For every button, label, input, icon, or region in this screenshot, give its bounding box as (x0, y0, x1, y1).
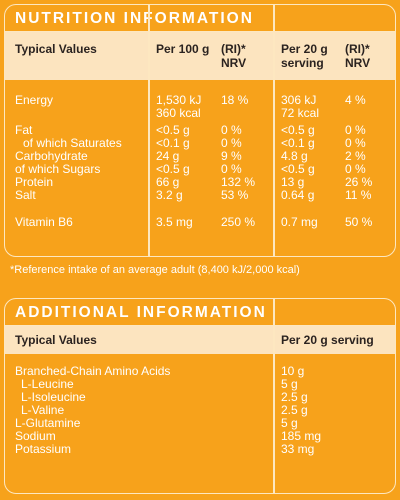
table-row: Vitamin B6 3.5 mg 250 % 0.7 mg 50 % (5, 216, 395, 229)
table-row: 360 kcal 72 kcal (5, 107, 395, 120)
header-ri-100g: (RI)* (221, 42, 246, 56)
row-per20: 72 kcal (281, 106, 320, 120)
row-ri100: 0 % (221, 123, 242, 137)
table-row: Salt 3.2 g 53 % 0.64 g 11 % (5, 189, 395, 202)
column-divider (273, 299, 275, 493)
table-row: of which Sugars <0.5 g 0 % <0.5 g 0 % (5, 163, 395, 176)
additional-information-panel: ADDITIONAL INFORMATION Typical Values Pe… (4, 298, 396, 494)
row-per20: <0.5 g (281, 162, 315, 176)
table-row: L-Leucine 5 g (5, 378, 395, 391)
table-row: Sodium 185 mg (5, 430, 395, 443)
table-row: Protein 66 g 132 % 13 g 26 % (5, 176, 395, 189)
row-ri20: 11 % (345, 188, 372, 202)
row-label: Protein (15, 175, 54, 189)
row-per20: 2.5 g (281, 390, 308, 404)
row-label: of which Saturates (23, 136, 122, 150)
table-row: Carbohydrate 24 g 9 % 4.8 g 2 % (5, 150, 395, 163)
header-per-100g: Per 100 g (156, 42, 210, 56)
row-per20: 5 g (281, 416, 298, 430)
row-per20: 4.8 g (281, 149, 308, 163)
nutrition-header-row: Typical Values Per 100 g (RI)* NRV Per 2… (5, 32, 395, 80)
table-row: Branched-Chain Amino Acids 10 g (5, 365, 395, 378)
row-per20: 306 kJ (281, 93, 317, 107)
row-ri100: 250 % (221, 215, 256, 229)
row-ri20: 26 % (345, 175, 373, 189)
row-ri100: 132 % (221, 175, 256, 189)
table-row: Fat <0.5 g 0 % <0.5 g 0 % (5, 124, 395, 137)
row-per100: 1,530 kJ (156, 93, 202, 107)
row-label: Potassium (15, 442, 72, 456)
row-per20: 33 mg (281, 442, 315, 456)
header-nrv-20g: NRV (345, 56, 371, 70)
row-per100: <0.1 g (156, 136, 190, 150)
row-per100: 24 g (156, 149, 180, 163)
header-per-20g-serving: Per 20 g serving (281, 333, 374, 347)
row-per100: 3.5 mg (156, 215, 193, 229)
row-per20: <0.1 g (281, 136, 315, 150)
row-ri20: 0 % (345, 123, 366, 137)
table-row: L-Valine 2.5 g (5, 404, 395, 417)
row-per20: 0.64 g (281, 188, 315, 202)
row-ri100: 53 % (221, 188, 249, 202)
row-ri100: 0 % (221, 162, 242, 176)
row-per20: 0.7 mg (281, 215, 318, 229)
header-nrv-100g: NRV (221, 56, 247, 70)
row-label: Fat (15, 123, 33, 137)
table-row: L-Isoleucine 2.5 g (5, 391, 395, 404)
reference-intake-footnote: *Reference intake of an average adult (8… (10, 264, 300, 276)
row-label: L-Glutamine (15, 416, 81, 430)
row-per20: <0.5 g (281, 123, 315, 137)
header-typical-values: Typical Values (15, 333, 97, 347)
row-ri20: 2 % (345, 149, 366, 163)
column-divider (148, 5, 150, 256)
header-serving: serving (281, 56, 324, 70)
additional-header-row: Typical Values Per 20 g serving (5, 326, 395, 354)
nutrition-title: NUTRITION INFORMATION (5, 5, 395, 32)
row-per20: 13 g (281, 175, 305, 189)
row-label: Energy (15, 93, 54, 107)
row-label: Vitamin B6 (15, 215, 73, 229)
row-label: Sodium (15, 429, 56, 443)
row-ri20: 4 % (345, 93, 366, 107)
row-ri100: 0 % (221, 136, 242, 150)
nutrition-information-panel: NUTRITION INFORMATION Typical Values Per… (4, 4, 396, 257)
table-row: L-Glutamine 5 g (5, 417, 395, 430)
header-ri-20g: (RI)* (345, 42, 370, 56)
row-label: L-Valine (21, 403, 65, 417)
table-row: Potassium 33 mg (5, 443, 395, 456)
header-typical-values: Typical Values (15, 42, 97, 56)
row-label: of which Sugars (15, 162, 101, 176)
row-label: L-Leucine (21, 377, 74, 391)
row-per20: 10 g (281, 364, 305, 378)
row-label: Branched-Chain Amino Acids (15, 364, 171, 378)
row-per100: <0.5 g (156, 162, 190, 176)
row-label: Salt (15, 188, 36, 202)
row-per20: 5 g (281, 377, 298, 391)
row-ri100: 9 % (221, 149, 242, 163)
row-per100: 360 kcal (156, 106, 201, 120)
header-per-20g: Per 20 g (281, 42, 328, 56)
row-per20: 2.5 g (281, 403, 308, 417)
row-label: L-Isoleucine (21, 390, 86, 404)
row-ri20: 50 % (345, 215, 373, 229)
row-ri100: 18 % (221, 93, 249, 107)
row-per100: 66 g (156, 175, 180, 189)
column-divider (273, 5, 275, 256)
row-label: Carbohydrate (15, 149, 88, 163)
table-row: Energy 1,530 kJ 18 % 306 kJ 4 % (5, 94, 395, 107)
table-row: of which Saturates <0.1 g 0 % <0.1 g 0 % (5, 137, 395, 150)
row-per100: <0.5 g (156, 123, 190, 137)
row-ri20: 0 % (345, 162, 366, 176)
row-per100: 3.2 g (156, 188, 183, 202)
additional-title: ADDITIONAL INFORMATION (5, 299, 395, 326)
row-ri20: 0 % (345, 136, 366, 150)
row-per20: 185 mg (281, 429, 322, 443)
